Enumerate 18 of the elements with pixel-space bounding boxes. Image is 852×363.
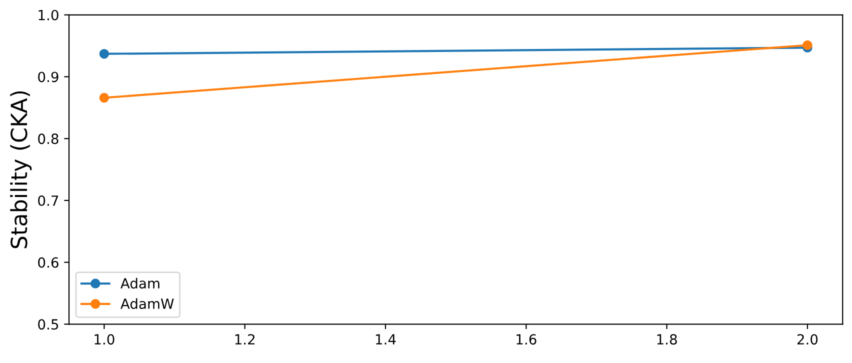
y-tick-label: 0.9: [38, 72, 58, 82]
y-tick-label: 0.7: [38, 195, 58, 206]
x-tick-label: 1.8: [657, 334, 677, 345]
x-tick-label: 2.0: [797, 334, 818, 345]
y-tick-label: 1.0: [38, 10, 58, 20]
point: [802, 40, 812, 50]
y-tick-label: 0.6: [38, 257, 58, 268]
legend-label: AdamW: [120, 298, 174, 309]
x-tick-label: 1.2: [235, 334, 254, 344]
x-tick-label: 1.4: [376, 334, 396, 344]
point: [99, 92, 110, 103]
x-tick-label: 1.0: [94, 334, 114, 345]
legend-label: Adam: [120, 278, 160, 289]
y-tick-label: 0.5: [38, 319, 58, 330]
point: [99, 48, 110, 59]
x-tick-label: 1.6: [516, 334, 536, 345]
y-axis-title: Stability (CKA): [10, 91, 32, 248]
y-tick-label: 0.8: [38, 134, 58, 144]
